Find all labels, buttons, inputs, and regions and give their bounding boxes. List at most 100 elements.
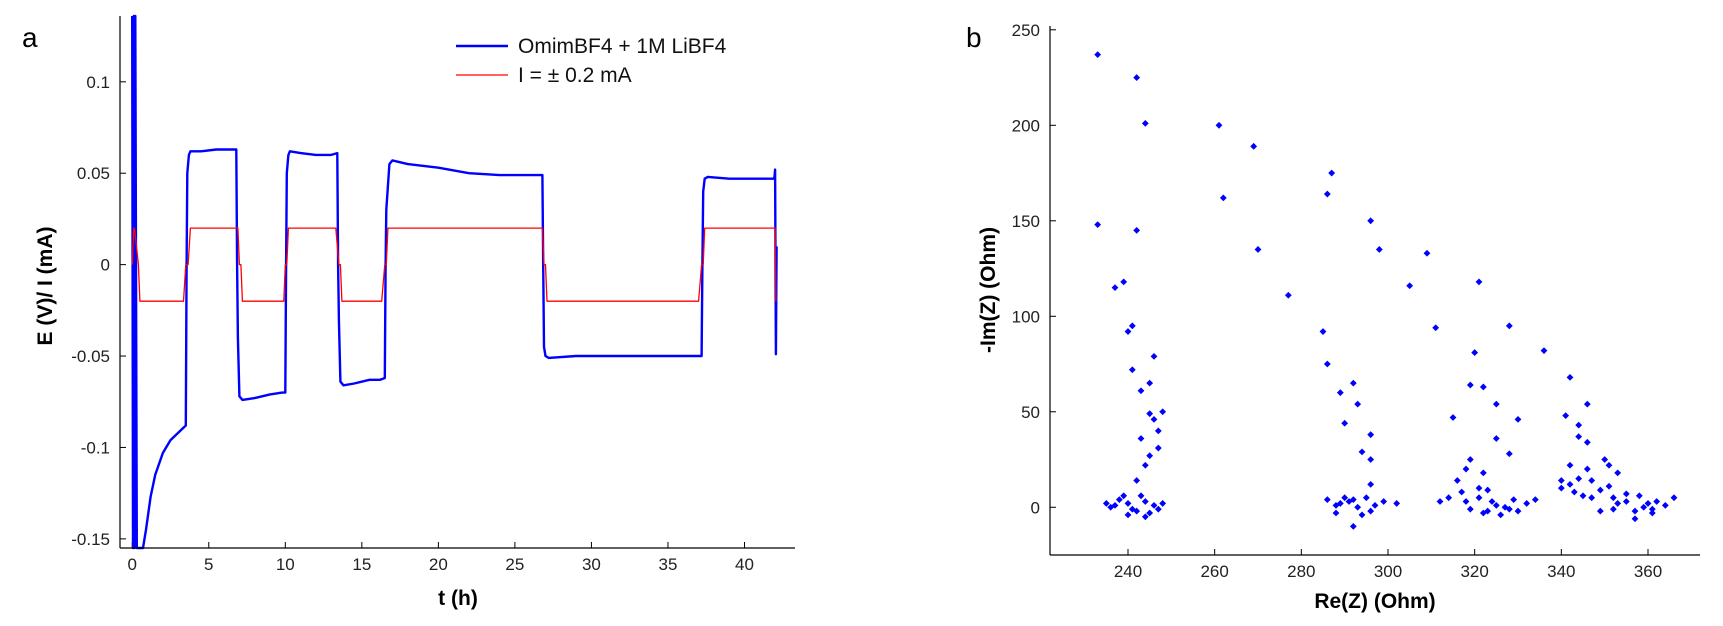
panel-a-xtick-label: 30 bbox=[582, 555, 601, 574]
scatter-point bbox=[1141, 461, 1149, 469]
legend-label-series-1: OmimBF4 + 1M LiBF4 bbox=[518, 35, 727, 58]
scatter-point bbox=[1141, 119, 1149, 127]
panel-a-ytick-label: -0.1 bbox=[81, 438, 110, 457]
panel-a-series bbox=[130, 14, 778, 550]
scatter-point bbox=[1458, 488, 1466, 496]
scatter-point bbox=[1341, 419, 1349, 427]
panel-a-label: a bbox=[22, 22, 38, 53]
scatter-point bbox=[1124, 328, 1132, 335]
panel-a-legend: OmimBF4 + 1M LiBF4 I = ± 0.2 mA bbox=[456, 35, 727, 87]
panel-a-ytick-label: 0 bbox=[101, 256, 110, 275]
scatter-point bbox=[1583, 400, 1591, 408]
scatter-point bbox=[1466, 456, 1474, 463]
panel-a-line-chart: a 0 5 10 15 20 25 30 35 40 -0.15 -0.1 -0.05 0 0.05 0.1… bbox=[22, 14, 795, 610]
scatter-point bbox=[1133, 74, 1141, 81]
scatter-point bbox=[1557, 484, 1565, 492]
scatter-point bbox=[1141, 498, 1149, 505]
scatter-point bbox=[1367, 217, 1375, 225]
scatter-point bbox=[1154, 427, 1162, 435]
scatter-point bbox=[1462, 465, 1470, 473]
panel-a-xtick-label: 25 bbox=[505, 555, 524, 574]
panel-b-ytick-label: 150 bbox=[1012, 212, 1040, 231]
scatter-point bbox=[1492, 501, 1500, 509]
scatter-point bbox=[1614, 500, 1622, 507]
scatter-point bbox=[1371, 501, 1379, 509]
panel-a-xtick-label: 15 bbox=[352, 555, 371, 574]
scatter-point bbox=[1111, 501, 1119, 509]
scatter-point bbox=[1345, 498, 1353, 505]
panel-a-xtick-label: 40 bbox=[735, 555, 754, 574]
panel-a-ytick-label: 0.05 bbox=[77, 164, 110, 183]
scatter-point bbox=[1514, 507, 1522, 515]
panel-a-xtick-label: 5 bbox=[204, 555, 213, 574]
scatter-point bbox=[1133, 477, 1141, 484]
scatter-point bbox=[1579, 492, 1587, 500]
scatter-point bbox=[1514, 416, 1522, 423]
scatter-point bbox=[1492, 400, 1500, 408]
panel-b-xtick-label: 280 bbox=[1287, 562, 1315, 581]
scatter-point bbox=[1557, 477, 1565, 484]
scatter-point bbox=[1341, 494, 1349, 502]
scatter-point bbox=[1150, 501, 1158, 509]
scatter-point bbox=[1250, 142, 1258, 150]
scatter-point bbox=[1466, 381, 1474, 389]
scatter-point bbox=[1354, 503, 1362, 511]
scatter-point bbox=[1575, 433, 1583, 440]
panel-a-ytick-label: 0.1 bbox=[86, 73, 110, 92]
scatter-point bbox=[1150, 416, 1158, 423]
scatter-point bbox=[1583, 438, 1591, 446]
panel-b-ytick-label: 50 bbox=[1021, 403, 1040, 422]
panel-b-scatter-chart: b 240 260 280 300 320 340 360 0 50 100 150 200 250 R… bbox=[966, 21, 1700, 613]
scatter-point bbox=[1349, 496, 1357, 504]
scatter-point bbox=[1575, 421, 1583, 429]
scatter-point bbox=[1484, 486, 1492, 494]
scatter-point bbox=[1375, 246, 1383, 253]
panel-b-ytick-label: 200 bbox=[1012, 116, 1040, 135]
panel-b-ticks: 240 260 280 300 320 340 360 0 50 100 150 200 250 bbox=[1012, 21, 1663, 581]
scatter-point bbox=[1128, 366, 1136, 374]
scatter-point bbox=[1510, 496, 1518, 504]
scatter-point bbox=[1575, 475, 1583, 483]
scatter-point bbox=[1328, 169, 1336, 177]
scatter-point bbox=[1141, 513, 1149, 521]
panel-b-ylabel: -Im(Z) (Ohm) bbox=[977, 227, 1000, 353]
scatter-point bbox=[1588, 477, 1596, 484]
scatter-point bbox=[1596, 507, 1604, 515]
panel-b-xtick-label: 240 bbox=[1114, 562, 1142, 581]
scatter-point bbox=[1640, 503, 1648, 511]
panel-b-xtick-label: 260 bbox=[1200, 562, 1228, 581]
scatter-point bbox=[1358, 511, 1366, 519]
legend-label-series-2: I = ± 0.2 mA bbox=[518, 64, 632, 87]
panel-a-ytick-label: -0.15 bbox=[71, 530, 110, 549]
scatter-point bbox=[1094, 51, 1102, 59]
scatter-point bbox=[1107, 503, 1115, 511]
scatter-point bbox=[1362, 494, 1370, 502]
scatter-point bbox=[1497, 511, 1505, 519]
scatter-point bbox=[1323, 496, 1331, 504]
scatter-point bbox=[1605, 482, 1613, 490]
scatter-point bbox=[1648, 509, 1656, 517]
scatter-point bbox=[1609, 494, 1617, 502]
scatter-point bbox=[1137, 435, 1145, 442]
scatter-point bbox=[1479, 469, 1487, 477]
scatter-point bbox=[1124, 511, 1132, 519]
scatter-point bbox=[1332, 509, 1340, 517]
scatter-point bbox=[1146, 509, 1154, 517]
scatter-point bbox=[1631, 515, 1639, 523]
series-line-voltage bbox=[130, 14, 778, 550]
scatter-point bbox=[1154, 444, 1162, 452]
scatter-point bbox=[1622, 498, 1630, 505]
scatter-point bbox=[1102, 500, 1110, 507]
scatter-point bbox=[1475, 278, 1483, 286]
scatter-point bbox=[1566, 480, 1574, 488]
scatter-point bbox=[1531, 496, 1539, 504]
scatter-point bbox=[1605, 461, 1613, 469]
panel-b-xlabel: Re(Z) (Ohm) bbox=[1314, 590, 1435, 613]
scatter-point bbox=[1367, 507, 1375, 515]
scatter-point bbox=[1449, 414, 1457, 421]
scatter-point bbox=[1644, 500, 1652, 507]
scatter-point bbox=[1653, 498, 1661, 505]
series-line-current bbox=[131, 227, 777, 302]
scatter-point bbox=[1596, 486, 1604, 494]
